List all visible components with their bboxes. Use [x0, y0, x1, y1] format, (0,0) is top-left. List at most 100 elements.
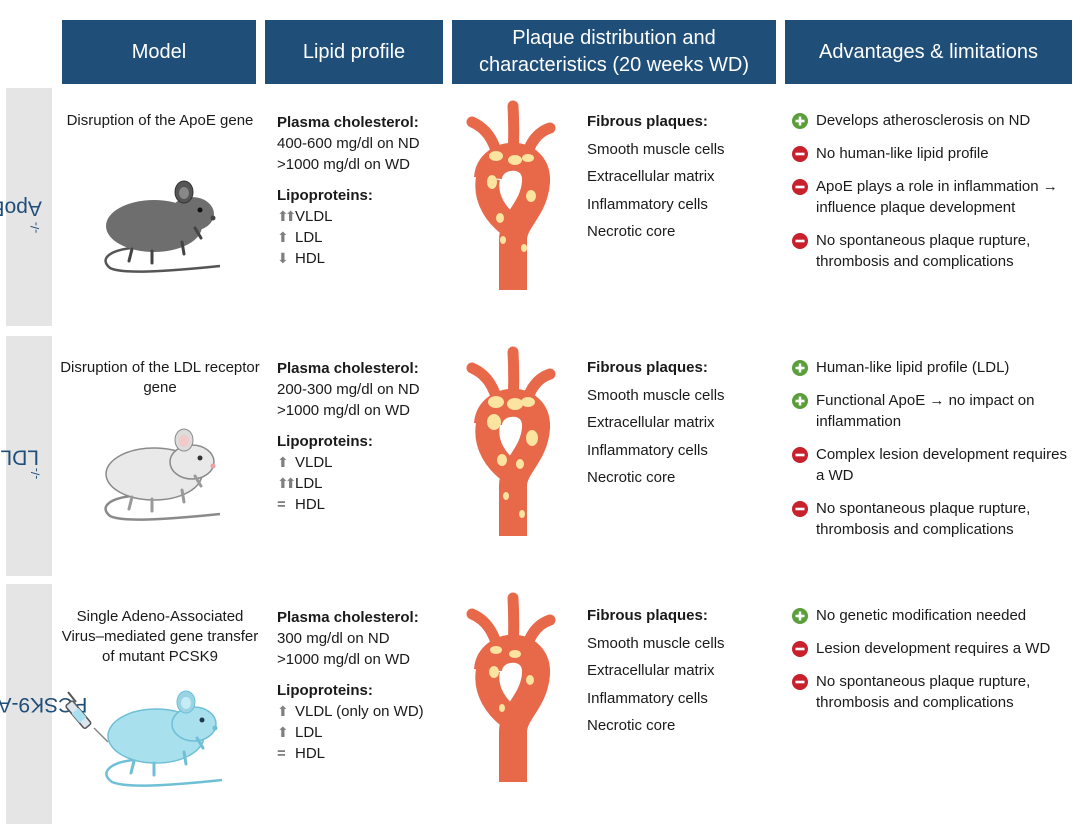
lipoproteins-title: Lipoproteins: — [277, 433, 373, 450]
plus-circle-icon — [792, 608, 808, 624]
limitation-item: No spontaneous plaque rupture, thrombosi… — [792, 230, 1077, 272]
minus-circle-icon — [792, 179, 808, 195]
plaque-title: Fibrous plaques: — [587, 607, 708, 624]
header-lipid-text: Lipid profile — [302, 40, 406, 63]
plaque-characteristics: Fibrous plaques: Smooth muscle cells Ext… — [587, 108, 767, 246]
minus-circle-icon — [792, 501, 808, 517]
lipoprotein-item: ⬆ LDL — [277, 227, 449, 248]
up-arrow-icon: ⬆ — [277, 454, 289, 470]
lipoprotein-item: = HDL — [277, 743, 449, 764]
cholesterol-nd: 300 mg/dl on ND — [277, 630, 390, 647]
plaque-item: Extracellular matrix — [587, 414, 715, 431]
limitation-item: No human-like lipid profile — [792, 143, 1077, 164]
equals-icon: = — [277, 745, 286, 762]
equals-icon: = — [277, 496, 286, 513]
cholesterol-title: Plasma cholesterol: — [277, 360, 419, 377]
plaque-characteristics: Fibrous plaques: Smooth muscle cells Ext… — [587, 602, 767, 740]
advantages-list: Develops atherosclerosis on ND No human-… — [792, 110, 1077, 284]
lipoprotein-item: ⬆ VLDL — [277, 452, 449, 473]
cholesterol-wd: >1000 mg/dl on WD — [277, 156, 410, 173]
advantages-list: No genetic modification needed Lesion de… — [792, 605, 1077, 725]
advantages-list: Human-like lipid profile (LDL) Functiona… — [792, 357, 1077, 552]
plaque-title: Fibrous plaques: — [587, 113, 708, 130]
advantage-text: Human-like lipid profile (LDL) — [816, 359, 1010, 376]
limitation-text: No spontaneous plaque rupture, thrombosi… — [816, 232, 1031, 270]
model-description: Disruption of the LDL receptor gene — [60, 359, 260, 396]
row-label-apoe-sup: -/- — [28, 221, 43, 233]
up-arrow-icon: ⬆ — [277, 724, 289, 740]
advantage-item: No genetic modification needed — [792, 605, 1077, 626]
aorta-vessel — [466, 346, 556, 536]
model-description: Single Adeno-Associated Virus–mediated g… — [61, 608, 259, 665]
lipoprotein-name: LDL — [295, 724, 323, 741]
plaque-item: Necrotic core — [587, 717, 676, 734]
mouse-illustration — [104, 428, 221, 521]
up-arrow-icon: ⬆ — [277, 703, 289, 719]
advantage-item: Develops atherosclerosis on ND — [792, 110, 1077, 131]
limitation-item: ApoE plays a role in inflammation → infl… — [792, 176, 1077, 218]
header-plaque-line2: characteristics (20 weeks WD) — [478, 54, 750, 76]
plaque-item: Inflammatory cells — [587, 441, 708, 459]
header-advantages-text: Advantages & limitations — [818, 40, 1038, 63]
mouse-illustration — [105, 690, 223, 787]
lipoprotein-name: HDL — [295, 496, 326, 513]
lipoprotein-name: HDL — [295, 250, 326, 267]
advantage-text: No genetic modification needed — [816, 607, 1027, 624]
aorta-vessel — [466, 100, 556, 290]
plus-circle-icon — [792, 393, 808, 409]
advantage-item: Human-like lipid profile (LDL) — [792, 357, 1077, 378]
lipoprotein-item: ⬆ LDL — [277, 722, 449, 743]
minus-circle-icon — [792, 233, 808, 249]
plus-circle-icon — [792, 360, 808, 376]
limitation-item: No spontaneous plaque rupture, thrombosi… — [792, 671, 1077, 713]
plaque-item: Smooth muscle cells — [587, 634, 725, 652]
cholesterol-nd: 200-300 mg/dl on ND — [277, 381, 420, 398]
lipoprotein-name: VLDL (only on WD) — [295, 703, 424, 720]
down-arrow-icon: ⬇ — [277, 250, 289, 266]
plaque-item: Extracellular matrix — [587, 662, 715, 679]
plaque-item: Necrotic core — [587, 223, 676, 240]
limitation-text: Complex lesion development requires a WD — [816, 446, 1067, 484]
lipoprotein-name: VLDL — [295, 454, 333, 471]
plaque-item: Inflammatory cells — [587, 689, 708, 707]
lipid-profile: Plasma cholesterol: 300 mg/dl on ND >100… — [277, 607, 449, 764]
cholesterol-title: Plasma cholesterol: — [277, 609, 419, 626]
aorta-vessel — [466, 592, 556, 782]
plaque-title: Fibrous plaques: — [587, 359, 708, 376]
limitation-item: No spontaneous plaque rupture, thrombosi… — [792, 498, 1077, 540]
aorta-illustration — [466, 592, 556, 782]
plus-circle-icon — [792, 113, 808, 129]
plaque-item: Smooth muscle cells — [587, 140, 725, 158]
aorta-illustration — [466, 346, 556, 536]
lipoprotein-item: ⬆⬆ VLDL — [277, 206, 449, 227]
plaque-item: Extracellular matrix — [587, 168, 715, 185]
cholesterol-wd: >1000 mg/dl on WD — [277, 651, 410, 668]
cholesterol-wd: >1000 mg/dl on WD — [277, 402, 410, 419]
limitation-item: Lesion development requires a WD — [792, 638, 1077, 659]
limitation-item: Complex lesion development requires a WD — [792, 444, 1077, 486]
limitation-text: No spontaneous plaque rupture, thrombosi… — [816, 673, 1031, 711]
lipoprotein-item: ⬇ HDL — [277, 248, 449, 269]
plaque-item: Necrotic core — [587, 469, 676, 486]
minus-circle-icon — [792, 641, 808, 657]
lipoprotein-item: ⬆ VLDL (only on WD) — [277, 701, 449, 722]
advantage-text: Functional ApoE → no impact on inflammat… — [816, 392, 1035, 430]
plaque-item: Smooth muscle cells — [587, 386, 725, 404]
lipoproteins-title: Lipoproteins: — [277, 187, 373, 204]
limitation-text: No human-like lipid profile — [816, 145, 989, 162]
cholesterol-nd: 400-600 mg/dl on ND — [277, 135, 420, 152]
header-advantages: Advantages & limitations — [785, 20, 1072, 84]
double-up-arrow-icon: ⬆⬆ — [277, 475, 296, 491]
lipoprotein-item: ⬆⬆ LDL — [277, 473, 449, 494]
row-label-pcsk9: PCSK9-AAV — [0, 584, 87, 824]
plaque-deposits — [487, 151, 536, 252]
header-lipid-profile: Lipid profile — [265, 20, 443, 84]
plaque-characteristics: Fibrous plaques: Smooth muscle cells Ext… — [587, 354, 767, 492]
header-plaque: Plaque distribution and characteristics … — [452, 20, 776, 84]
aorta-illustration — [466, 100, 556, 290]
plaque-deposits — [487, 396, 538, 518]
lipoprotein-name: LDL — [295, 475, 323, 492]
lipoprotein-name: HDL — [295, 745, 326, 762]
lipoprotein-name: LDL — [295, 229, 323, 246]
